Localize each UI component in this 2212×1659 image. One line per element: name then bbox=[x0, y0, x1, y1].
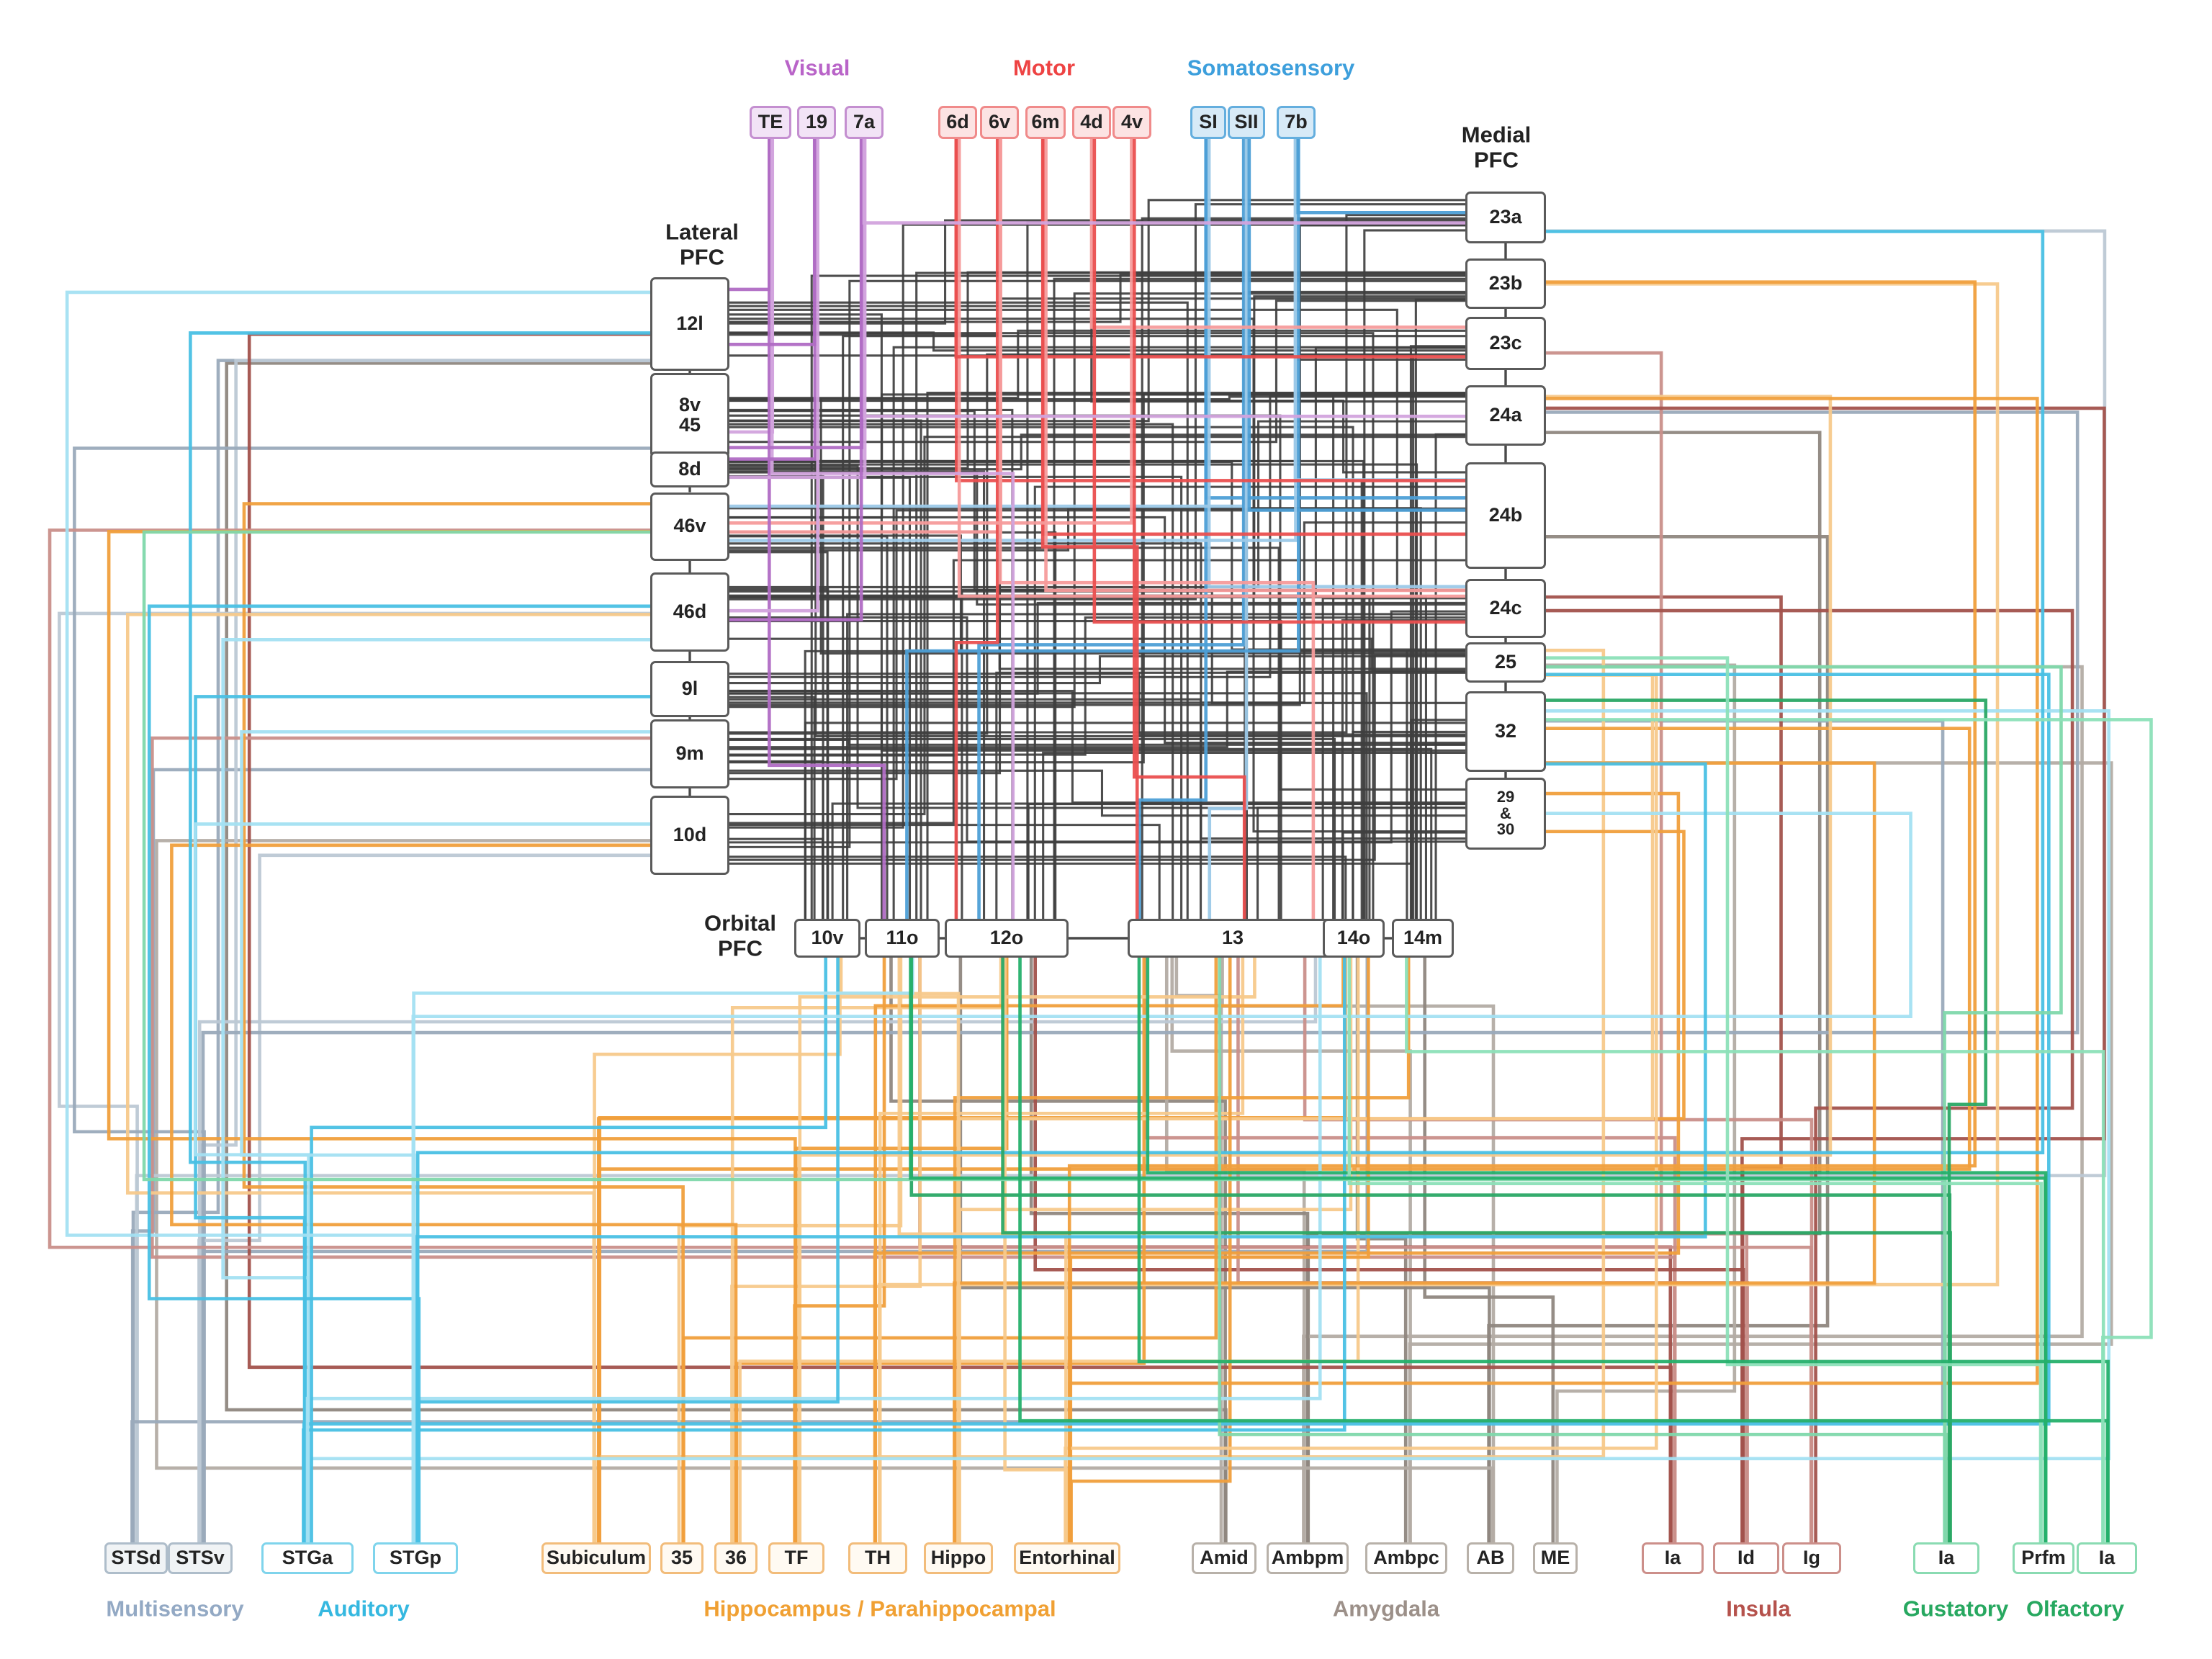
region-box-TE: TE bbox=[750, 106, 791, 139]
region-box-L8d: 8d bbox=[650, 451, 729, 487]
region-box-M25: 25 bbox=[1465, 642, 1546, 683]
group-label-somatosensory: Somatosensory bbox=[1187, 55, 1355, 81]
region-box-h35: 35 bbox=[660, 1542, 703, 1574]
region-box-TF: TF bbox=[768, 1542, 824, 1574]
region-box-Id: Id bbox=[1713, 1542, 1779, 1574]
region-box-SII: SII bbox=[1228, 106, 1265, 139]
region-box-a19: 19 bbox=[797, 106, 836, 139]
region-box-m6d: 6d bbox=[938, 106, 977, 139]
region-box-O14o: 14o bbox=[1323, 919, 1385, 958]
region-box-L46d: 46d bbox=[650, 572, 729, 652]
region-box-m6v: 6v bbox=[980, 106, 1019, 139]
group-label-olfactory: Olfactory bbox=[2026, 1596, 2125, 1622]
region-box-Ent: Entorhinal bbox=[1014, 1542, 1120, 1574]
region-box-M24c: 24c bbox=[1465, 579, 1546, 638]
region-box-O11o: 11o bbox=[865, 919, 940, 958]
region-box-TH: TH bbox=[848, 1542, 907, 1574]
region-box-Sub: Subiculum bbox=[541, 1542, 651, 1574]
region-box-Prfm: Prfm bbox=[2013, 1542, 2074, 1574]
region-box-M24a: 24a bbox=[1465, 385, 1546, 446]
region-box-L9l: 9l bbox=[650, 661, 729, 717]
region-box-STGa: STGa bbox=[261, 1542, 354, 1574]
region-box-IaI: Ia bbox=[1642, 1542, 1704, 1574]
region-box-AB: AB bbox=[1467, 1542, 1514, 1574]
group-label-multisensory: Multisensory bbox=[106, 1596, 244, 1622]
region-box-Ambpc: Ambpc bbox=[1365, 1542, 1447, 1574]
region-box-L9m: 9m bbox=[650, 719, 729, 788]
region-box-Ig: Ig bbox=[1782, 1542, 1841, 1574]
region-box-ME: ME bbox=[1533, 1542, 1578, 1574]
region-box-SI: SI bbox=[1190, 106, 1226, 139]
region-box-L8v45: 8v 45 bbox=[650, 373, 729, 458]
region-box-O14m: 14m bbox=[1392, 919, 1454, 958]
group-label-visual: Visual bbox=[784, 55, 850, 81]
group-label-lateral-pfc: Lateral PFC bbox=[665, 219, 739, 269]
group-label-amygdala: Amygdala bbox=[1332, 1596, 1440, 1622]
region-box-O13: 13 bbox=[1128, 919, 1338, 958]
region-box-Ambpm: Ambpm bbox=[1267, 1542, 1349, 1574]
region-box-M32: 32 bbox=[1465, 691, 1546, 772]
region-box-O10v: 10v bbox=[794, 919, 860, 958]
region-box-m4v: 4v bbox=[1112, 106, 1151, 139]
region-box-m4d: 4d bbox=[1072, 106, 1111, 139]
region-box-M24b: 24b bbox=[1465, 462, 1546, 569]
group-label-gustatory: Gustatory bbox=[1902, 1596, 2009, 1622]
region-box-L10d: 10d bbox=[650, 796, 729, 875]
region-box-O12o: 12o bbox=[945, 919, 1069, 958]
region-box-STGp: STGp bbox=[373, 1542, 458, 1574]
region-box-STSd: STSd bbox=[104, 1542, 168, 1574]
region-box-M2930: 29 & 30 bbox=[1465, 778, 1546, 850]
group-label-insula: Insula bbox=[1726, 1596, 1791, 1622]
region-box-Amid: Amid bbox=[1192, 1542, 1256, 1574]
region-box-Gu: Ia bbox=[1913, 1542, 1979, 1574]
region-box-h36: 36 bbox=[714, 1542, 757, 1574]
region-box-M23b: 23b bbox=[1465, 258, 1546, 309]
region-box-M23c: 23c bbox=[1465, 317, 1546, 370]
region-box-m6m: 6m bbox=[1025, 106, 1066, 139]
region-box-STSv: STSv bbox=[168, 1542, 233, 1574]
region-box-Hippo: Hippo bbox=[924, 1542, 993, 1574]
group-label-motor: Motor bbox=[1012, 55, 1076, 81]
group-label-medial-pfc: Medial PFC bbox=[1461, 122, 1532, 172]
group-label-orbital-pfc: Orbital PFC bbox=[704, 910, 776, 961]
group-label-auditory: Auditory bbox=[318, 1596, 410, 1622]
region-box-a7a: 7a bbox=[845, 106, 884, 139]
region-box-IaO: Ia bbox=[2077, 1542, 2137, 1574]
region-box-s7b: 7b bbox=[1277, 106, 1316, 139]
region-box-L46v: 46v bbox=[650, 492, 729, 561]
region-box-L12l: 12l bbox=[650, 277, 729, 371]
group-label-hippocampal: Hippocampus / Parahippocampal bbox=[703, 1596, 1056, 1622]
region-box-M23a: 23a bbox=[1465, 192, 1546, 243]
